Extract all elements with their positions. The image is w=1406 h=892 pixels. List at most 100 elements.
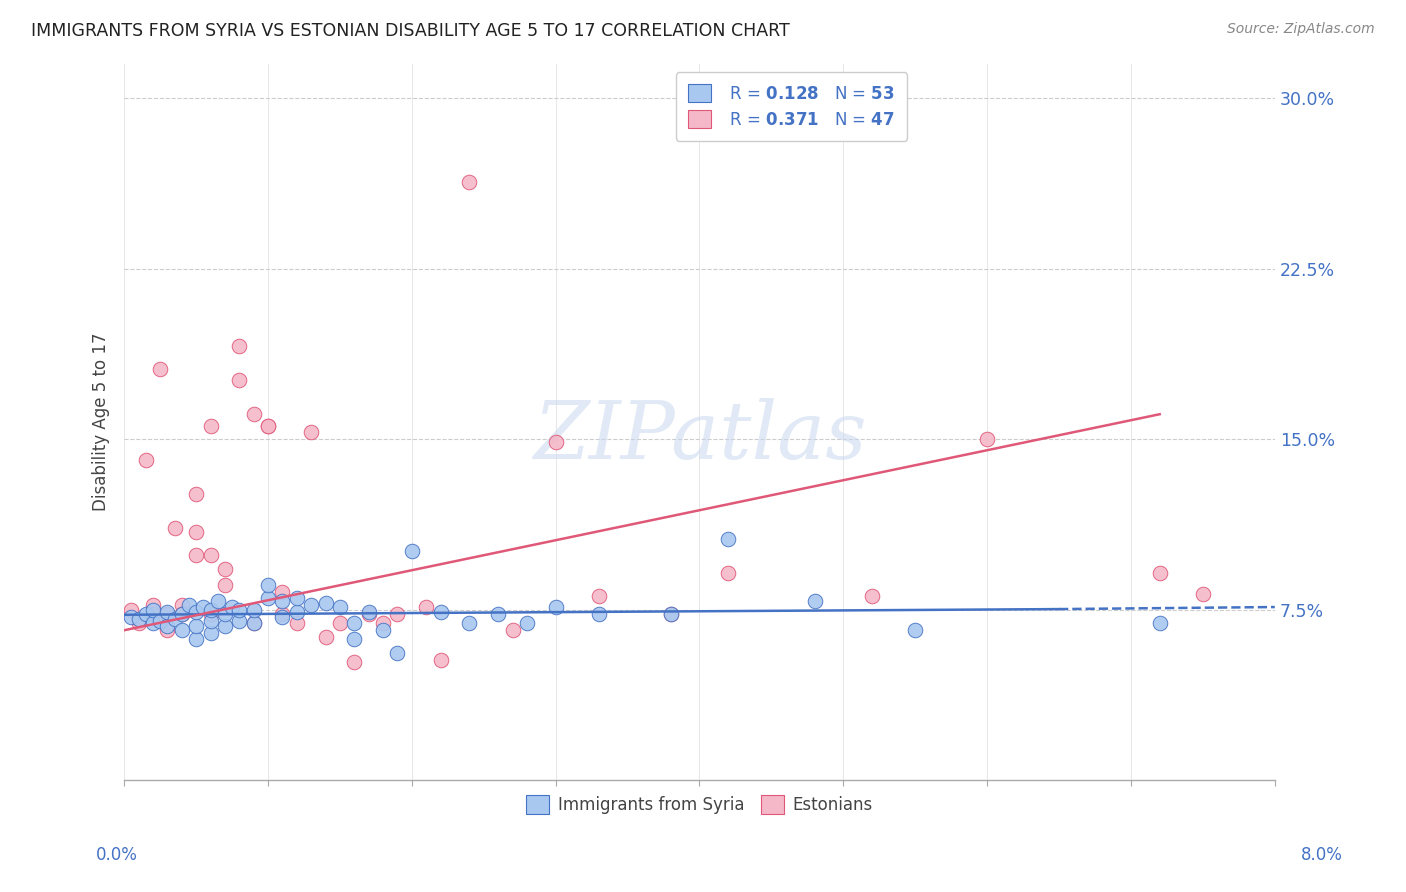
Point <box>271 584 294 599</box>
Text: Source: ZipAtlas.com: Source: ZipAtlas.com <box>1227 22 1375 37</box>
Point <box>904 624 927 638</box>
Point <box>228 603 250 617</box>
Point <box>717 566 740 581</box>
Point <box>458 616 481 631</box>
Point <box>486 607 509 622</box>
Point <box>120 603 142 617</box>
Point <box>184 605 207 619</box>
Point <box>588 607 610 622</box>
Point <box>387 646 409 660</box>
Point <box>271 607 294 622</box>
Point <box>200 603 222 617</box>
Point <box>502 624 524 638</box>
Point <box>242 407 264 421</box>
Point <box>149 614 172 628</box>
Point <box>357 605 380 619</box>
Point <box>516 616 538 631</box>
Point <box>387 607 409 622</box>
Point <box>257 418 280 433</box>
Point <box>458 175 481 189</box>
Point <box>156 624 179 638</box>
Point <box>315 630 337 644</box>
Point <box>142 603 165 617</box>
Point <box>184 618 207 632</box>
Point <box>329 600 352 615</box>
Point <box>214 562 236 576</box>
Point <box>242 616 264 631</box>
Point <box>207 593 229 607</box>
Point <box>544 600 567 615</box>
Point <box>184 487 207 501</box>
Point <box>242 603 264 617</box>
Point <box>156 618 179 632</box>
Point <box>200 625 222 640</box>
Point <box>285 605 308 619</box>
Point <box>184 632 207 647</box>
Point <box>149 361 172 376</box>
Point <box>128 616 150 631</box>
Point <box>221 600 243 615</box>
Point <box>228 373 250 387</box>
Text: IMMIGRANTS FROM SYRIA VS ESTONIAN DISABILITY AGE 5 TO 17 CORRELATION CHART: IMMIGRANTS FROM SYRIA VS ESTONIAN DISABI… <box>31 22 790 40</box>
Point <box>285 616 308 631</box>
Point <box>228 614 250 628</box>
Point <box>271 593 294 607</box>
Point <box>299 425 322 440</box>
Point <box>1149 566 1171 581</box>
Point <box>285 591 308 606</box>
Point <box>299 598 322 612</box>
Point <box>200 614 222 628</box>
Point <box>184 525 207 540</box>
Point <box>271 609 294 624</box>
Point <box>156 605 179 619</box>
Point <box>170 624 193 638</box>
Point <box>193 600 215 615</box>
Point <box>257 591 280 606</box>
Point <box>170 607 193 622</box>
Point <box>228 339 250 353</box>
Point <box>659 607 682 622</box>
Point <box>142 616 165 631</box>
Point <box>1149 616 1171 631</box>
Point <box>343 655 366 669</box>
Point <box>170 607 193 622</box>
Point <box>343 616 366 631</box>
Point <box>135 607 157 622</box>
Point <box>357 607 380 622</box>
Text: 0.0%: 0.0% <box>96 846 138 863</box>
Point <box>429 653 451 667</box>
Point <box>257 418 280 433</box>
Point <box>659 607 682 622</box>
Point <box>200 548 222 562</box>
Point <box>177 598 200 612</box>
Y-axis label: Disability Age 5 to 17: Disability Age 5 to 17 <box>93 333 110 511</box>
Point <box>200 418 222 433</box>
Point <box>588 589 610 603</box>
Point <box>214 618 236 632</box>
Point <box>371 624 394 638</box>
Point <box>156 607 179 622</box>
Point <box>200 607 222 622</box>
Text: ZIPatlas: ZIPatlas <box>533 398 866 475</box>
Legend: Immigrants from Syria, Estonians: Immigrants from Syria, Estonians <box>515 784 884 826</box>
Point <box>371 616 394 631</box>
Point <box>214 607 236 622</box>
Point <box>544 434 567 449</box>
Point <box>717 533 740 547</box>
Point <box>170 598 193 612</box>
Point <box>429 605 451 619</box>
Point <box>120 609 142 624</box>
Point <box>860 589 883 603</box>
Point <box>135 452 157 467</box>
Point <box>214 578 236 592</box>
Point <box>163 521 186 535</box>
Point <box>315 596 337 610</box>
Text: 8.0%: 8.0% <box>1301 846 1343 863</box>
Point <box>415 600 437 615</box>
Point <box>163 612 186 626</box>
Point <box>142 607 165 622</box>
Point <box>1192 587 1215 601</box>
Point <box>343 632 366 647</box>
Point <box>184 548 207 562</box>
Point <box>128 612 150 626</box>
